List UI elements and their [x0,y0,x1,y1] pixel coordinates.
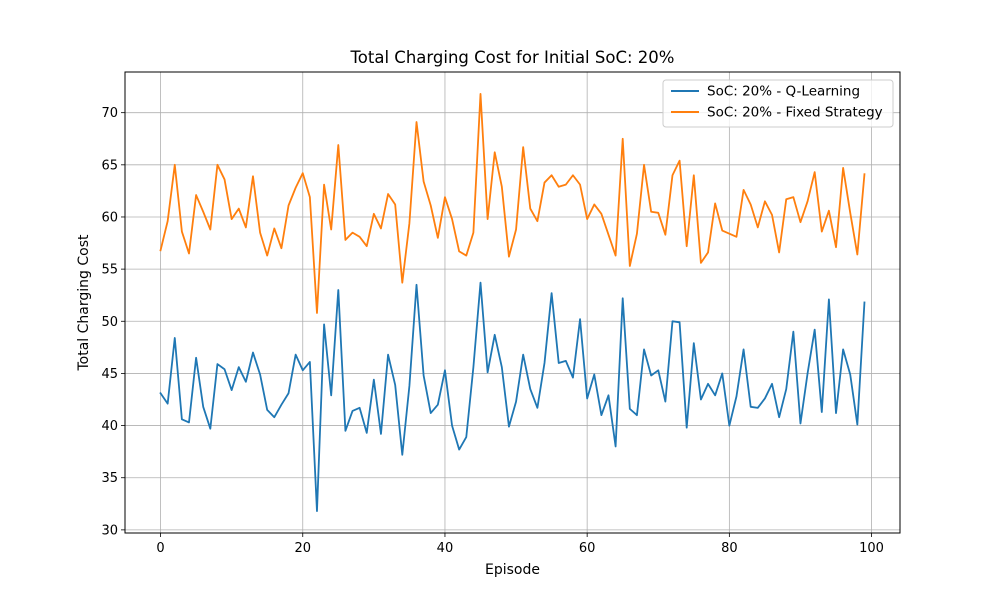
axis-ticks: 0 20 40 60 80 100 30 35 40 45 50 55 60 65 70 [101,106,884,556]
series-lines [159,93,866,513]
x-tick-label: 100 [859,541,884,556]
x-tick-label: 0 [156,541,164,556]
x-axis-title: Episode [485,562,540,578]
y-tick-label: 30 [101,523,118,538]
y-tick-label: 45 [101,367,118,382]
y-tick-label: 60 [101,210,118,225]
y-tick-label: 55 [101,263,118,278]
y-tick-label: 70 [101,106,118,121]
legend-box [662,79,894,128]
grid [125,72,900,533]
x-tick-label: 60 [579,541,596,556]
series-line-q-learning [159,281,866,513]
y-tick-label: 50 [101,315,118,330]
legend-label-q-learning: SoC: 20% - Q-Learning [707,84,860,100]
x-tick-label: 40 [437,541,454,556]
x-tick-label: 80 [721,541,738,556]
x-tick-label: 20 [294,541,311,556]
y-tick-label: 65 [101,158,118,173]
legend: SoC: 20% - Q-Learning SoC: 20% - Fixed S… [662,79,894,128]
y-tick-label: 40 [101,419,118,434]
series-line-fixed-strategy [159,93,866,314]
y-tick-label: 35 [101,471,118,486]
legend-label-fixed-strategy: SoC: 20% - Fixed Strategy [707,105,883,121]
y-axis-title: Total Charging Cost [76,234,92,372]
plot-area-frame [124,71,901,534]
chart-title: Total Charging Cost for Initial SoC: 20% [350,48,675,67]
